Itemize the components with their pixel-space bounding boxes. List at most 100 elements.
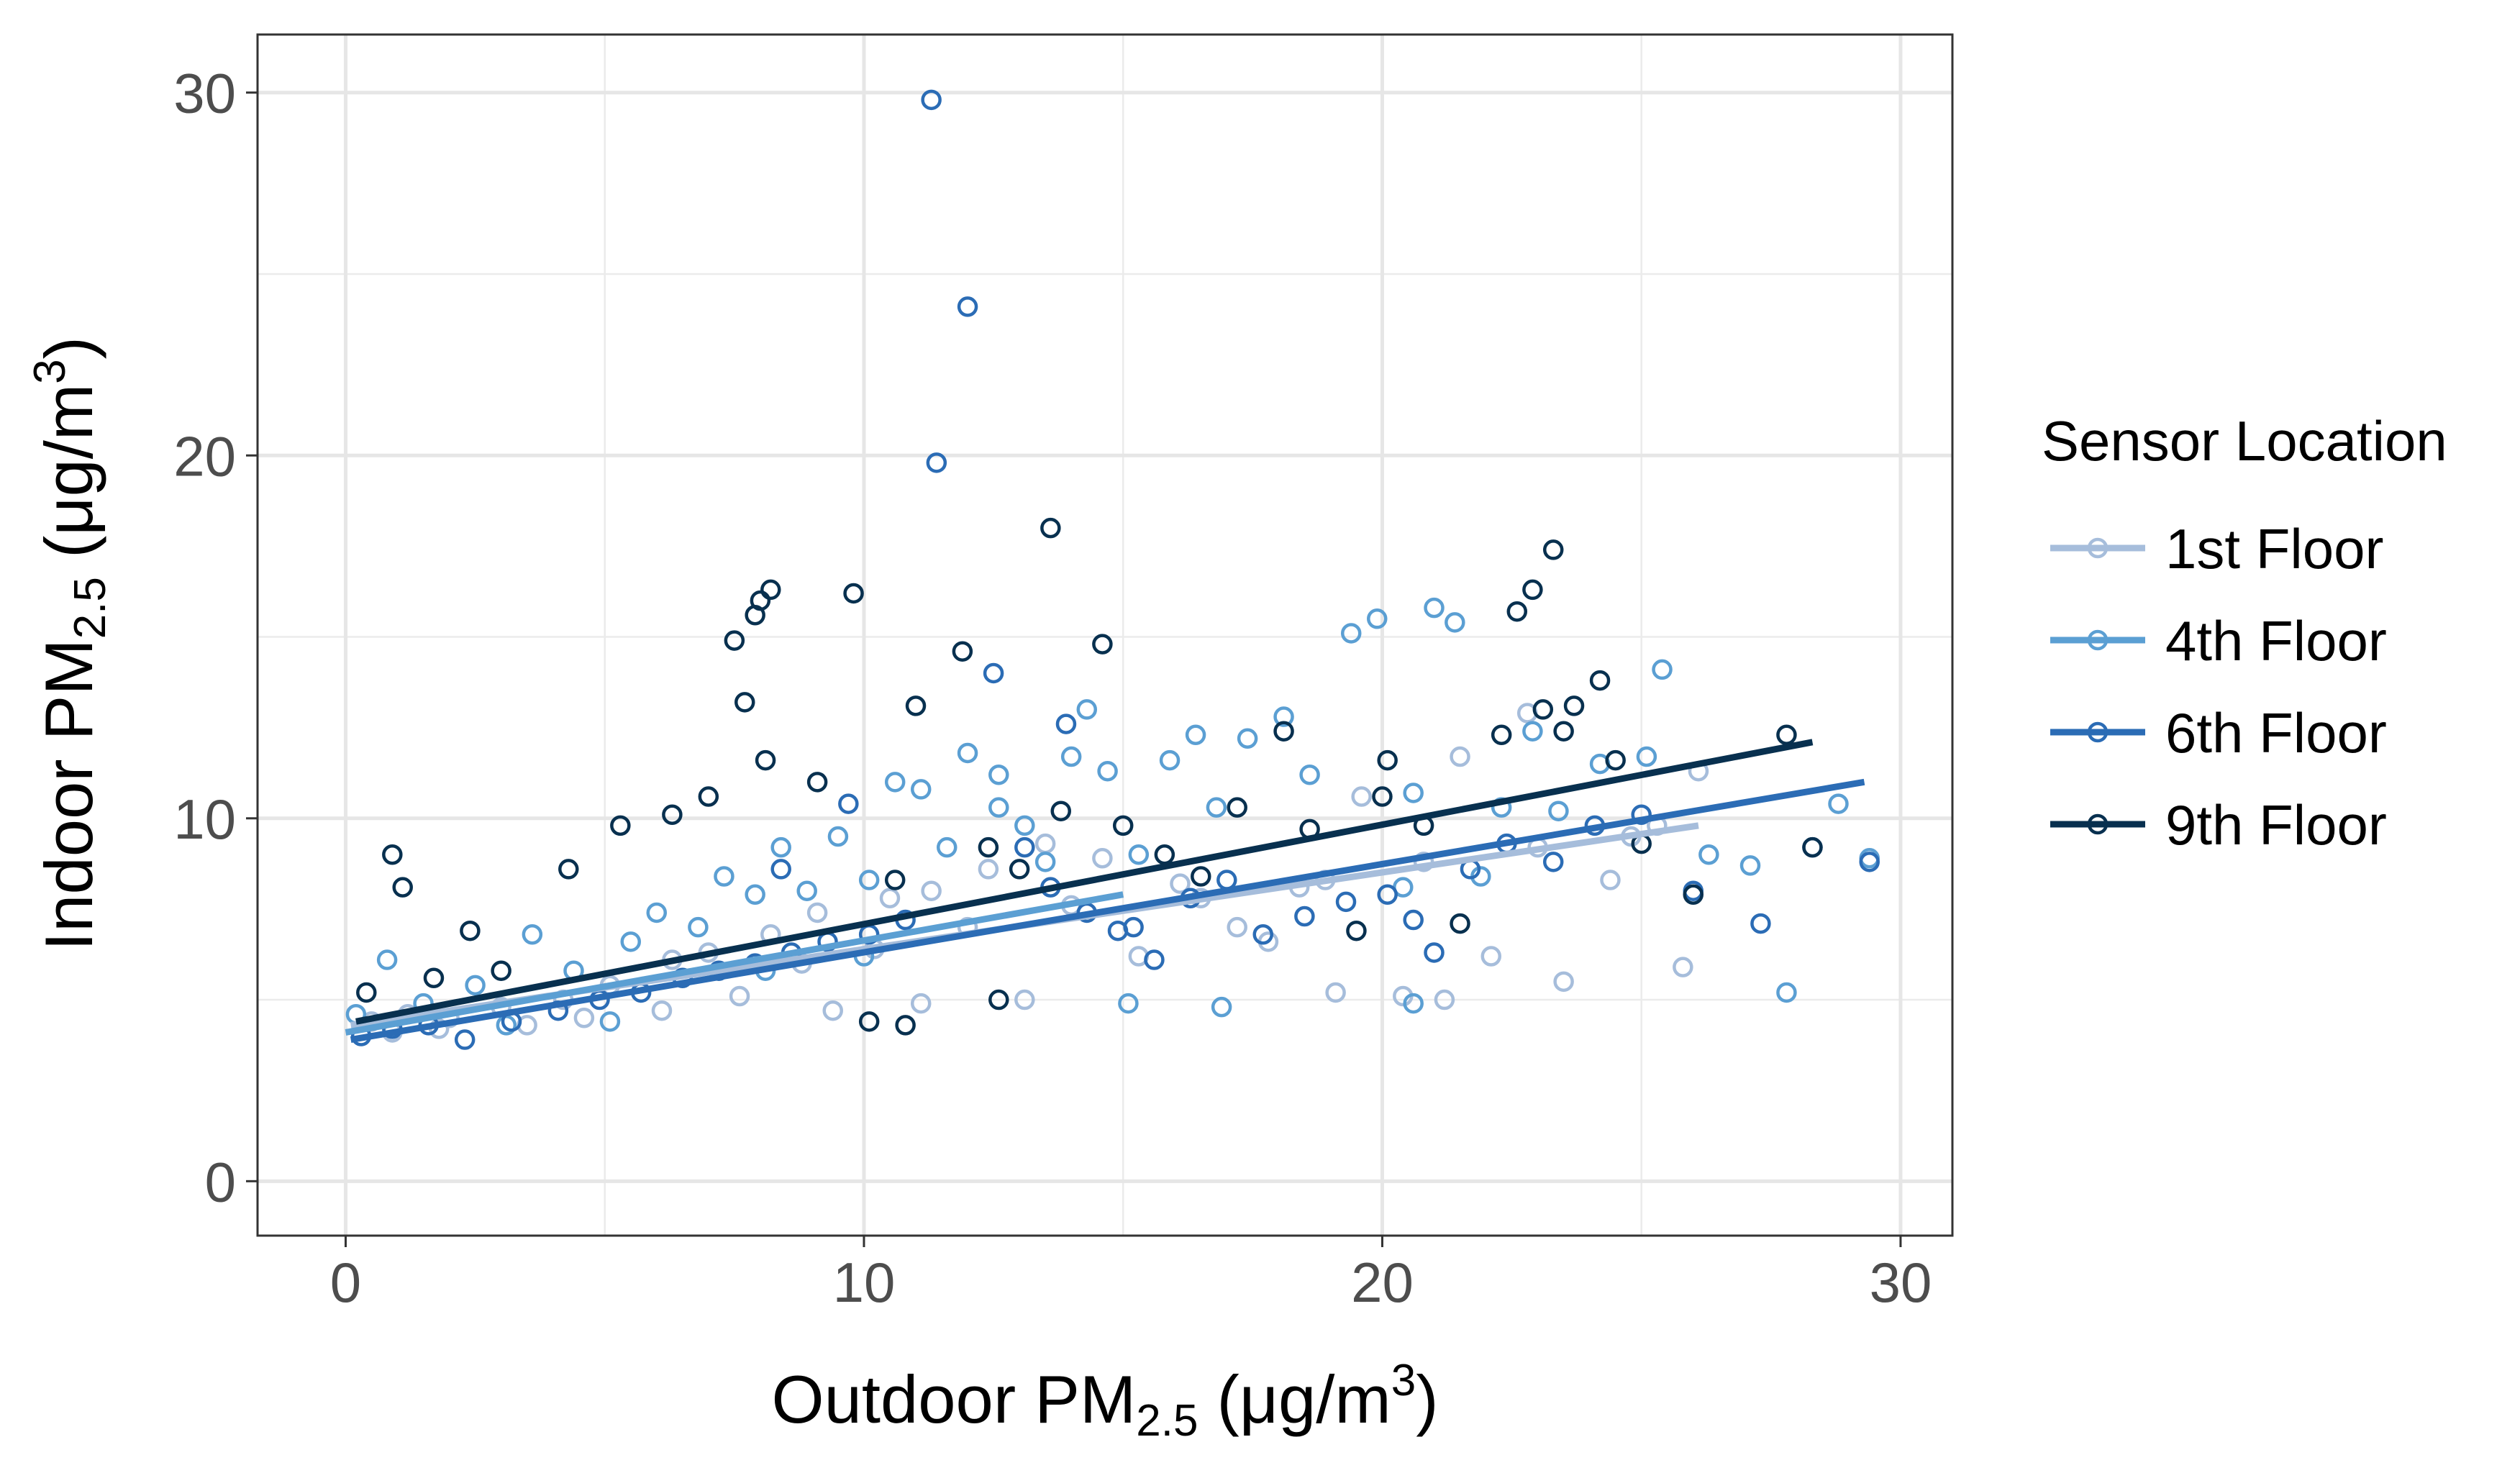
point-4th-floor <box>1206 797 1227 818</box>
point-1st-floor <box>1673 957 1693 977</box>
point-1st-floor <box>1480 946 1502 967</box>
y-axis-title-superscript: 3 <box>25 359 75 383</box>
point-9th-floor <box>884 870 906 890</box>
point-6th-floor <box>1055 713 1077 734</box>
point-9th-floor <box>905 695 927 716</box>
y-tick-label: 10 <box>173 788 236 851</box>
point-4th-floor <box>858 870 880 890</box>
point-9th-floor <box>382 844 403 865</box>
point-4th-floor <box>937 836 957 858</box>
y-tick-label: 30 <box>173 62 236 125</box>
point-4th-floor <box>827 826 849 847</box>
point-1st-floor <box>910 993 932 1014</box>
point-6th-floor <box>983 662 1004 684</box>
point-4th-floor <box>1403 783 1424 803</box>
y-axis-title-units: (μg/m <box>31 384 106 577</box>
point-9th-floor <box>978 836 999 858</box>
point-9th-floor <box>423 967 445 989</box>
point-4th-floor <box>465 975 486 996</box>
y-axis-title-subscript: 2.5 <box>65 577 115 639</box>
plot-panel-border <box>256 33 1954 1237</box>
x-tick-label: 10 <box>833 1251 896 1314</box>
point-9th-floor <box>1092 634 1113 654</box>
x-tick-label: 0 <box>330 1251 361 1314</box>
point-9th-floor <box>858 1011 880 1032</box>
point-9th-floor <box>750 590 771 611</box>
y-tick-label: 0 <box>205 1150 236 1213</box>
y-axis-title-main: Indoor PM <box>31 639 106 951</box>
y-axis-ticks: 0 10 20 30 <box>173 62 258 1213</box>
x-axis-title-main: Outdoor PM <box>771 1361 1136 1437</box>
point-4th-floor <box>1424 597 1445 619</box>
x-axis-ticks: 0 10 20 30 <box>330 1236 1932 1314</box>
point-9th-floor <box>1450 913 1470 934</box>
point-4th-floor <box>1636 746 1657 767</box>
point-9th-floor <box>1112 815 1134 836</box>
point-4th-floor <box>745 884 765 905</box>
point-4th-floor <box>884 772 906 793</box>
point-4th-floor <box>1652 659 1673 680</box>
legend-label-1st-floor: 1st Floor <box>2165 517 2383 580</box>
point-9th-floor <box>843 583 864 604</box>
y-axis-title: Indoor PM2.5 (μg/m3) <box>25 337 115 951</box>
point-1st-floor <box>822 1000 843 1021</box>
point-4th-floor <box>1698 844 1719 865</box>
point-1st-floor <box>1227 916 1247 938</box>
point-9th-floor <box>755 749 776 771</box>
point-4th-floor <box>376 949 398 970</box>
fit-line-6th-floor <box>350 778 1865 1043</box>
point-9th-floor <box>356 982 377 1003</box>
point-9th-floor <box>1522 579 1543 601</box>
point-6th-floor <box>926 452 947 473</box>
point-9th-floor <box>1532 699 1554 720</box>
point-1st-floor <box>573 1008 595 1028</box>
point-9th-floor <box>1377 749 1398 771</box>
point-6th-floor <box>770 859 791 880</box>
x-tick-label: 20 <box>1351 1251 1414 1314</box>
point-9th-floor <box>806 772 828 793</box>
point-9th-floor <box>698 786 719 807</box>
x-axis-title-close: ) <box>1416 1361 1438 1437</box>
point-4th-floor <box>1273 706 1294 727</box>
point-9th-floor <box>1372 786 1393 807</box>
point-9th-floor <box>1542 539 1564 560</box>
point-9th-floor <box>1589 670 1611 691</box>
point-9th-floor <box>895 1015 916 1036</box>
point-1st-floor <box>1450 746 1470 767</box>
point-6th-floor <box>1252 923 1273 945</box>
point-9th-floor <box>392 877 413 898</box>
point-1st-floor <box>651 1000 673 1021</box>
point-6th-floor <box>1144 949 1165 970</box>
legend-key-point-6th-floor <box>2087 721 2109 743</box>
point-6th-floor <box>1859 852 1880 872</box>
point-4th-floor <box>522 923 543 945</box>
legend-title: Sensor Location <box>2042 409 2447 473</box>
point-9th-floor <box>1506 601 1528 622</box>
point-1st-floor <box>879 888 901 909</box>
point-4th-floor <box>1237 728 1258 749</box>
point-4th-floor <box>1403 993 1424 1014</box>
point-4th-floor <box>1522 721 1543 742</box>
point-4th-floor <box>1211 996 1232 1018</box>
point-9th-floor <box>952 641 973 662</box>
point-6th-floor <box>1424 942 1445 963</box>
point-1st-floor <box>1351 786 1372 807</box>
point-1st-floor <box>729 985 750 1007</box>
point-6th-floor <box>1014 836 1035 858</box>
point-9th-floor <box>1040 517 1061 539</box>
point-9th-floor <box>460 920 481 941</box>
point-1st-floor <box>1553 971 1574 993</box>
point-9th-floor <box>1553 721 1574 742</box>
point-4th-floor <box>1128 844 1150 865</box>
point-4th-floor <box>1060 746 1082 767</box>
point-6th-floor <box>1631 804 1652 825</box>
point-4th-floor <box>1776 982 1797 1003</box>
fit-lines <box>345 739 1865 1043</box>
point-9th-floor <box>1605 749 1626 771</box>
point-6th-floor <box>838 793 859 814</box>
point-1st-floor <box>1014 989 1035 1011</box>
point-9th-floor <box>724 630 745 651</box>
point-9th-floor <box>1491 724 1512 745</box>
point-9th-floor <box>491 960 511 981</box>
